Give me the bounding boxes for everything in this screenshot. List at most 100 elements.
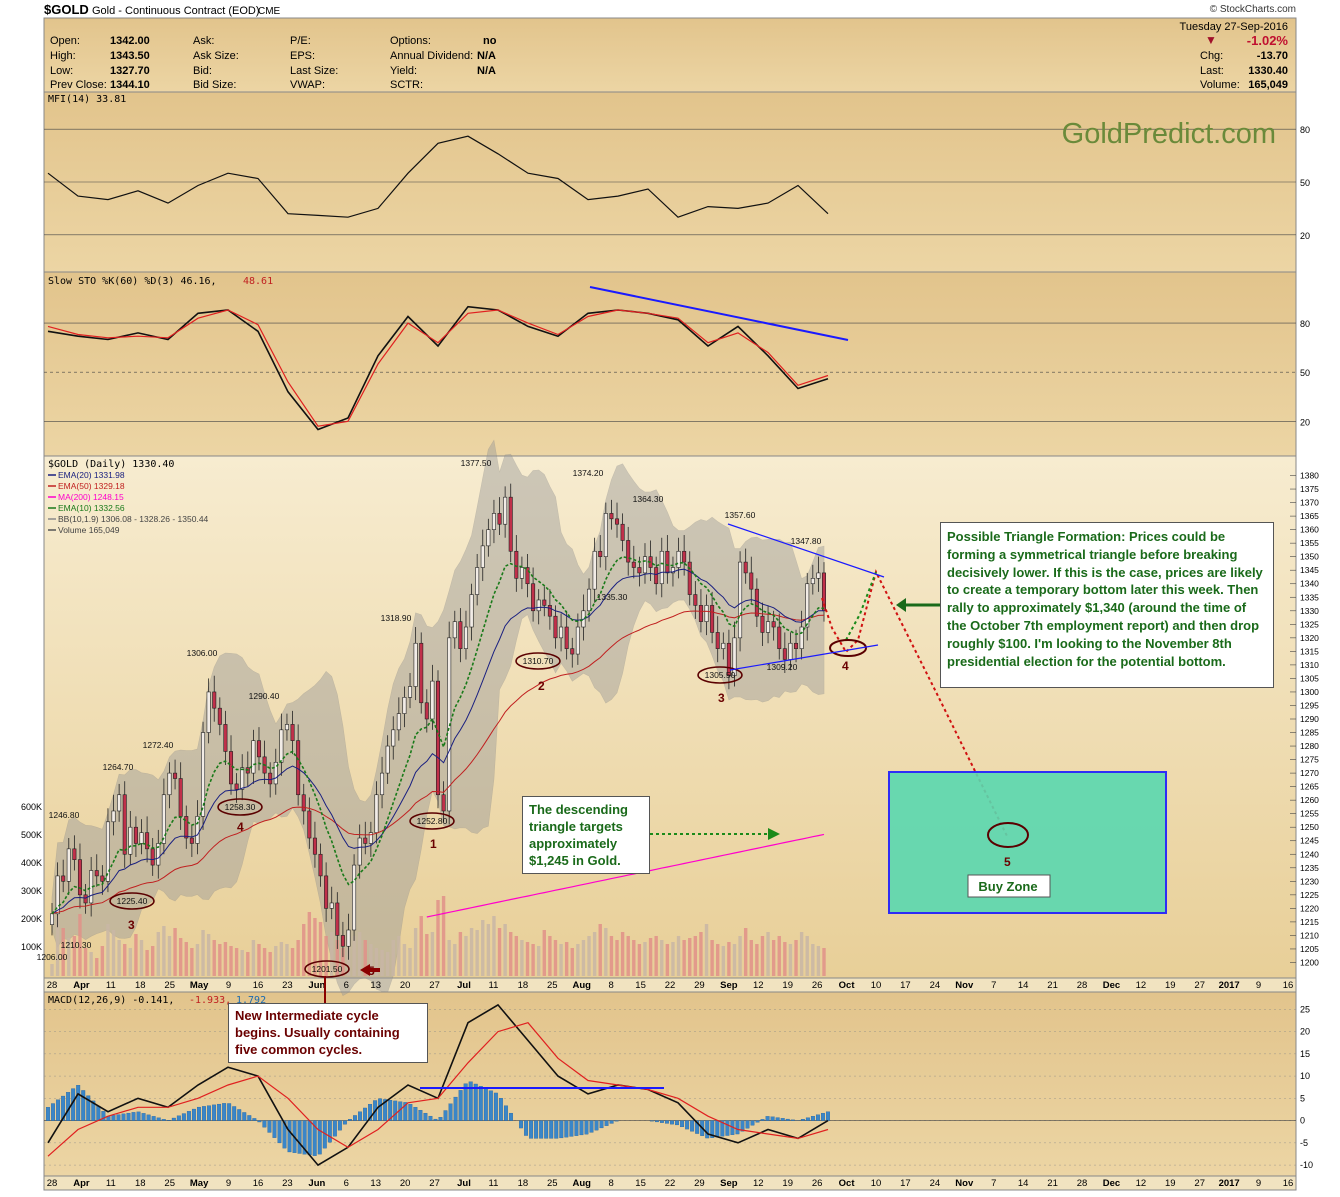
volume-tick-label: 300K (21, 886, 42, 896)
candle-body (319, 854, 322, 876)
x-tick-label-bottom: 24 (930, 1178, 941, 1189)
x-tick-label: 11 (488, 980, 498, 991)
high-value: 1343.50 (110, 50, 150, 62)
price-label: 1374.20 (573, 468, 604, 478)
macd-histogram-bar (318, 1121, 322, 1155)
candle-body (772, 622, 775, 627)
candle-body (554, 616, 557, 638)
x-tick-label-bottom: 10 (871, 1178, 882, 1189)
x-tick-label-bottom: Apr (73, 1178, 90, 1189)
x-tick-label: 8 (608, 980, 613, 991)
date: Tuesday 27-Sep-2016 (1180, 21, 1288, 33)
volume-bar (565, 942, 568, 976)
macd-histogram-bar (685, 1121, 689, 1129)
candle-body (347, 930, 350, 946)
candle-body (196, 816, 199, 843)
x-tick-label: 18 (518, 980, 529, 991)
volume-bar (392, 940, 395, 976)
macd-histogram-bar (615, 1121, 619, 1122)
x-tick-label-bottom: Jul (457, 1178, 471, 1189)
x-tick-label-bottom: 14 (1018, 1178, 1029, 1189)
candle-body (207, 692, 210, 733)
macd-histogram-bar (715, 1121, 719, 1137)
price-tick-label: 1245 (1300, 836, 1319, 846)
macd-histogram-bar (670, 1121, 674, 1125)
volume-bar (666, 944, 669, 976)
volume-bar (526, 942, 529, 976)
volume-bar (123, 944, 126, 976)
ask-label: Ask: (193, 35, 214, 47)
volume-tick-label: 500K (21, 830, 42, 840)
x-tick-label-bottom: 7 (991, 1178, 996, 1189)
x-tick-label-bottom: 13 (370, 1178, 381, 1189)
macd-histogram-bar (122, 1114, 126, 1121)
volume-bar (503, 924, 506, 976)
macd-histogram-bar (81, 1090, 85, 1120)
x-tick-label-bottom: 17 (900, 1178, 911, 1189)
macd-histogram-bar (393, 1101, 397, 1121)
candle-body (392, 730, 395, 746)
volume-bar (654, 936, 657, 976)
volume-bar (643, 942, 646, 976)
x-tick-label: 11 (106, 980, 116, 991)
x-tick-label: Sep (720, 980, 738, 991)
candle-body (638, 568, 641, 573)
volume-bar (447, 940, 450, 976)
candle-body (503, 497, 506, 524)
macd-histogram-bar (187, 1111, 191, 1120)
candle-body (95, 870, 98, 875)
dividend-label: Annual Dividend: (390, 50, 473, 62)
macd-histogram-bar (237, 1109, 241, 1120)
candle-body (235, 784, 238, 789)
open-label: Open: (50, 35, 80, 47)
macd-histogram-bar (353, 1115, 357, 1120)
cycle-label: 3 (718, 691, 725, 705)
price-tick-label: 1315 (1300, 646, 1319, 656)
macd-histogram-bar (363, 1108, 367, 1121)
candle-body (190, 838, 193, 843)
candle-body (722, 643, 725, 648)
x-tick-label: Dec (1103, 980, 1120, 991)
volume-bar (576, 944, 579, 976)
candle-body (151, 849, 154, 865)
volume-bar (431, 932, 434, 976)
volume-bar (548, 936, 551, 976)
macd-histogram-bar (519, 1121, 523, 1128)
macd-histogram-bar (585, 1121, 589, 1135)
price-label: 1306.00 (187, 648, 218, 658)
volume-bar (459, 932, 462, 976)
macd-histogram-bar (539, 1121, 543, 1139)
x-tick-label-bottom: 27 (1194, 1178, 1205, 1189)
macd-histogram-bar (605, 1121, 609, 1126)
volume-bar (464, 936, 467, 976)
macd-histogram-bar (746, 1121, 750, 1129)
volume-bar (229, 946, 232, 976)
candle-body (531, 584, 534, 611)
sto-tick-label: 50 (1300, 368, 1310, 378)
macd-histogram-bar (419, 1110, 423, 1120)
candle-body (453, 622, 456, 638)
x-tick-label: 25 (164, 980, 175, 991)
volume-bar (755, 944, 758, 976)
price-tick-label: 1320 (1300, 633, 1319, 643)
x-tick-label-bottom: Dec (1103, 1178, 1120, 1189)
macd-histogram-bar (449, 1104, 453, 1121)
x-tick-label-bottom: 18 (518, 1178, 529, 1189)
sto-tick-label: 20 (1300, 417, 1310, 427)
volume-bar (722, 946, 725, 976)
price-tick-label: 1330 (1300, 606, 1319, 616)
x-tick-label: 14 (1018, 980, 1029, 991)
volume-bar (677, 936, 680, 976)
volume-bar (682, 940, 685, 976)
eps-label: EPS: (290, 50, 315, 62)
candle-body (403, 697, 406, 713)
volume-bar (738, 936, 741, 976)
x-tick-label: 16 (253, 980, 264, 991)
candle-body (145, 833, 148, 849)
x-tick-label-bottom: 15 (635, 1178, 646, 1189)
volume-bar (263, 948, 266, 976)
macd-histogram-bar (162, 1119, 166, 1120)
price-tick-label: 1370 (1300, 498, 1319, 508)
price-label: 1335.30 (597, 592, 628, 602)
volume-bar (112, 930, 115, 976)
